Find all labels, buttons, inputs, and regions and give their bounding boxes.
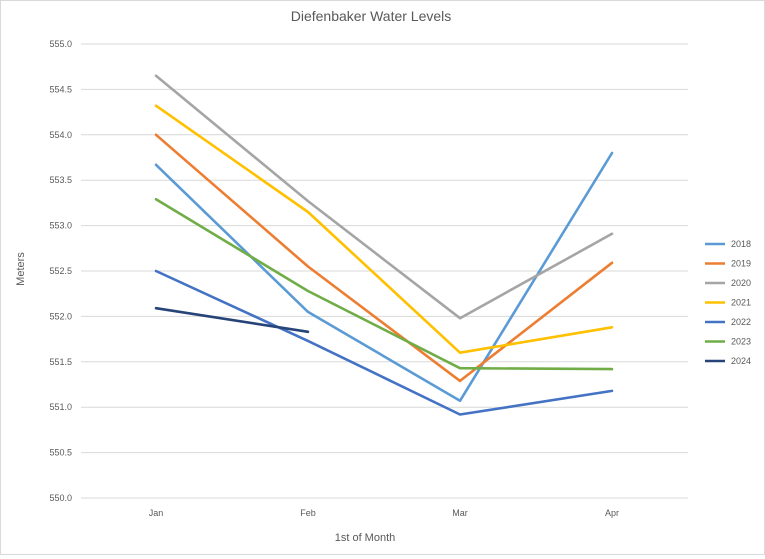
legend-label: 2022 bbox=[731, 317, 751, 327]
series-line-2023 bbox=[154, 198, 614, 371]
y-tick-label: 553.5 bbox=[49, 175, 72, 185]
series-line-2018 bbox=[154, 151, 614, 403]
chart-title: Diefenbaker Water Levels bbox=[291, 8, 452, 24]
series-line-2021 bbox=[154, 104, 614, 355]
y-axis-label: Meters bbox=[15, 252, 27, 286]
legend-label: 2018 bbox=[731, 239, 751, 249]
x-tick-label: Apr bbox=[605, 508, 619, 518]
y-tick-label: 552.5 bbox=[49, 266, 72, 276]
legend-item-2022: 2022 bbox=[705, 317, 751, 327]
legend-item-2023: 2023 bbox=[705, 337, 751, 347]
legend-item-2021: 2021 bbox=[705, 298, 751, 308]
legend-label: 2020 bbox=[731, 278, 751, 288]
y-tick-label: 554.5 bbox=[49, 84, 72, 94]
y-tick-label: 550.0 bbox=[49, 493, 72, 503]
x-tick-label: Jan bbox=[149, 508, 164, 518]
legend: 2018 2019 2020 2021 2022 2023 2024 bbox=[705, 239, 751, 366]
y-tick-label: 552.0 bbox=[49, 311, 72, 321]
y-axis-ticks: 550.0 550.5 551.0 551.5 552.0 552.5 553.0 553.5… bbox=[49, 39, 72, 503]
y-tick-label: 551.0 bbox=[49, 402, 72, 412]
x-tick-label: Feb bbox=[300, 508, 316, 518]
y-tick-label: 551.5 bbox=[49, 357, 72, 367]
series-line-2022 bbox=[154, 269, 614, 416]
x-axis-label: 1st of Month bbox=[335, 532, 396, 544]
y-tick-label: 553.0 bbox=[49, 221, 72, 231]
y-tick-label: 555.0 bbox=[49, 39, 72, 49]
legend-item-2019: 2019 bbox=[705, 259, 751, 269]
legend-label: 2023 bbox=[731, 337, 751, 347]
y-tick-label: 550.5 bbox=[49, 448, 72, 458]
x-axis-ticks: Jan Feb Mar Apr bbox=[149, 508, 619, 518]
legend-item-2024: 2024 bbox=[705, 356, 751, 366]
series-line-2024 bbox=[154, 306, 310, 334]
series-line-2019 bbox=[154, 133, 614, 383]
legend-item-2020: 2020 bbox=[705, 278, 751, 288]
series-lines bbox=[154, 74, 614, 416]
legend-label: 2021 bbox=[731, 298, 751, 308]
series-line-2020 bbox=[154, 74, 614, 320]
y-tick-label: 554.0 bbox=[49, 130, 72, 140]
legend-label: 2019 bbox=[731, 259, 751, 269]
legend-label: 2024 bbox=[731, 356, 751, 366]
legend-item-2018: 2018 bbox=[705, 239, 751, 249]
gridlines bbox=[81, 43, 688, 499]
x-tick-label: Mar bbox=[452, 508, 468, 518]
